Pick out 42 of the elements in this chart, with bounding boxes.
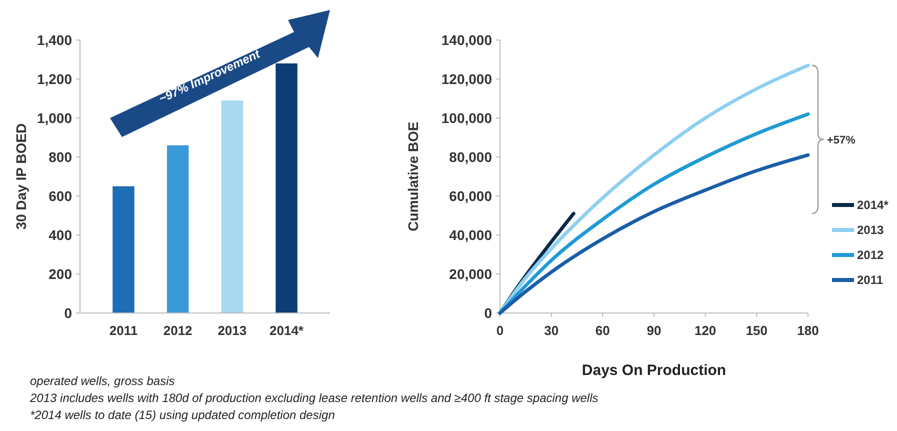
bar [112, 186, 134, 313]
x-tick-label: 2011 [109, 323, 138, 338]
x-tick-label: 2012 [163, 323, 192, 338]
y-tick-label: 120,000 [441, 70, 492, 87]
legend-label: 2012 [857, 248, 884, 262]
x-tick-label: 90 [646, 323, 662, 338]
x-tick-label: 120 [694, 323, 716, 338]
text: +57% [827, 134, 856, 146]
y-tick-label: 400 [48, 226, 72, 243]
y-tick-label: 0 [484, 304, 492, 321]
y-tick-label: 800 [48, 148, 72, 165]
y-axis-title: 30 Day IP BOED [13, 123, 29, 230]
x-tick-label: 150 [746, 323, 768, 338]
x-tick-label: 2013 [218, 323, 247, 338]
x-axis-title: Days On Production [582, 362, 726, 379]
y-tick-label: 1,000 [36, 110, 72, 126]
x-tick-label: 60 [595, 323, 610, 338]
y-tick-label: 100,000 [441, 110, 492, 126]
x-tick-label: 180 [797, 323, 819, 338]
y-axis-title: Cumulative BOE [405, 122, 421, 232]
bar [221, 100, 244, 313]
legend-label: 2014* [857, 198, 889, 212]
y-tick-label: 0 [64, 304, 72, 321]
y-tick-label: 600 [48, 188, 72, 204]
text: operated wells, gross basis [30, 374, 175, 388]
text: 2013 includes wells with 180d of production excluding lease retention wells and ≥400 ft stage spacing wells [29, 391, 598, 405]
text: *2014 wells to date (15) using updated completion design [30, 408, 336, 422]
y-tick-label: 140,000 [441, 32, 492, 48]
legend-label: 2013 [857, 223, 884, 238]
y-tick-label: 1,400 [36, 32, 72, 48]
x-tick-label: 2014* [270, 323, 304, 338]
bar [166, 145, 189, 313]
x-tick-label: 0 [496, 323, 504, 338]
y-tick-label: 20,000 [449, 266, 492, 282]
y-tick-label: 40,000 [449, 226, 492, 243]
bar [276, 63, 298, 313]
x-tick-label: 30 [544, 323, 559, 338]
y-tick-label: 60,000 [449, 188, 492, 204]
y-tick-label: 1,200 [36, 70, 72, 87]
y-tick-label: 200 [48, 266, 72, 282]
legend-label: 2011 [857, 273, 884, 288]
y-tick-label: 80,000 [449, 148, 492, 165]
